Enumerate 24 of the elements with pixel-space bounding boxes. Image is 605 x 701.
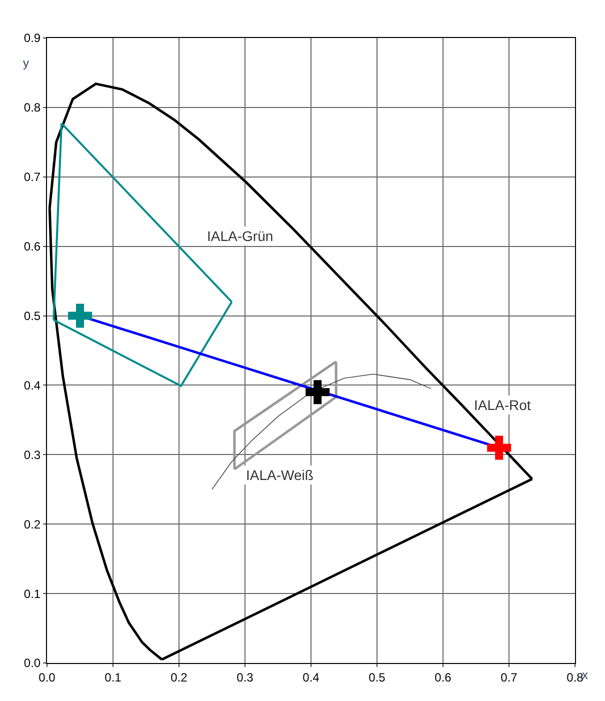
x-tick-label: 0.7 [500,670,518,684]
x-tick-label: 0.5 [368,670,386,684]
x-tick-label: 0.2 [170,670,188,684]
y-axis-title: y [23,56,29,70]
y-tick-label: 0.6 [24,240,41,254]
x-tick-label: 0.0 [38,670,56,684]
y-tick-label: 0.1 [24,586,41,601]
x-tick-label: 0.1 [104,670,122,684]
y-tick-label: 0.4 [24,378,41,392]
x-tick-label: 0.6 [434,670,452,684]
annotation: IALA-Grün [207,228,274,244]
annotation: IALA-Rot [474,397,531,413]
y-tick-label: 0.3 [24,448,41,462]
y-tick-label: 0.2 [24,517,41,532]
y-tick-label: 0.5 [24,308,41,323]
annotation: IALA-Weiß [246,467,314,483]
x-tick-label: 0.8 [566,670,584,684]
y-tick-label: 0.0 [24,656,41,670]
x-axis-title: x [582,668,588,682]
y-tick-label: 0.7 [24,170,41,184]
x-tick-label: 0.4 [302,670,320,684]
x-tick-label: 0.3 [236,670,254,684]
y-tick-label: 0.8 [24,100,41,115]
y-tick-label: 0.9 [24,31,41,46]
